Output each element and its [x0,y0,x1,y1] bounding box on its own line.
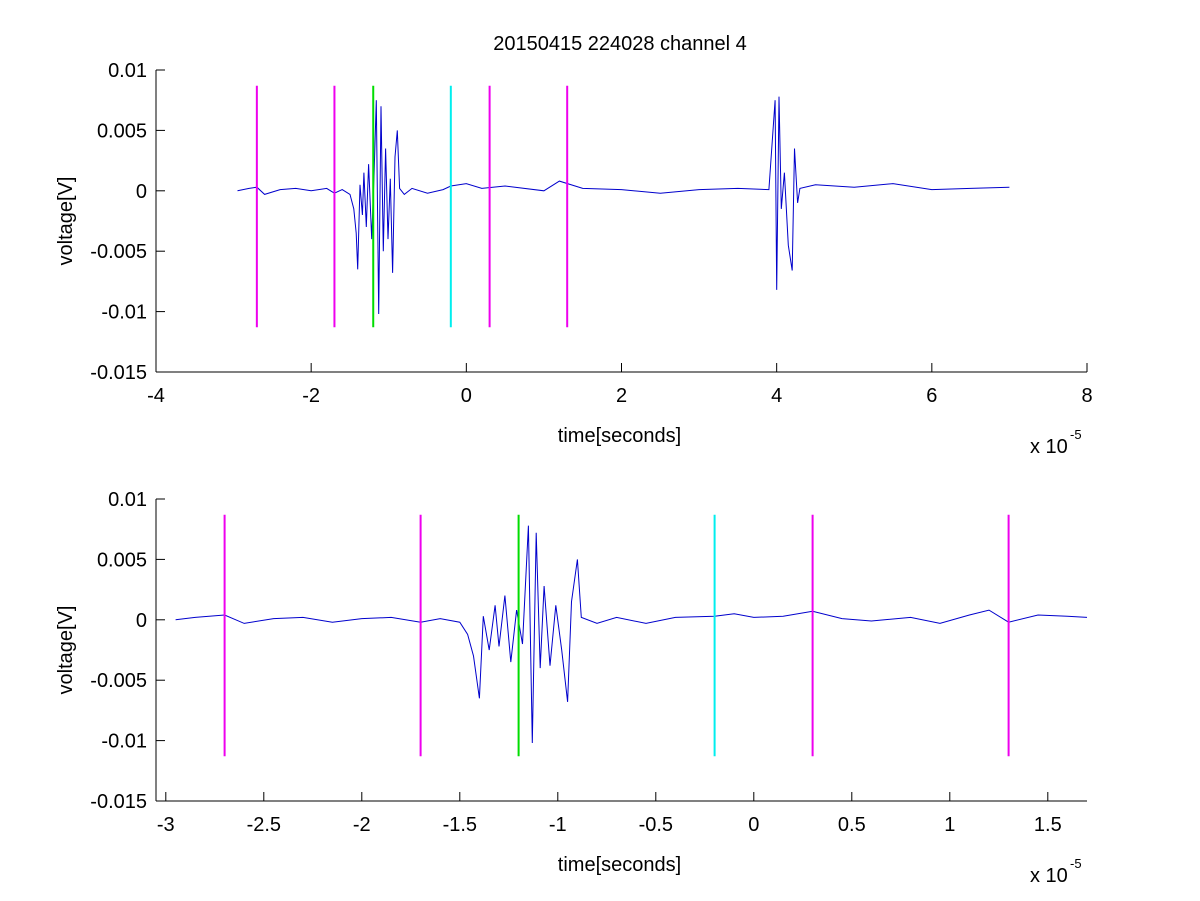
chart-title: 20150415 224028 channel 4 [493,33,747,55]
x-multiplier-exponent: -5 [1070,856,1082,871]
x-tick-label: 1.5 [1034,814,1062,836]
x-tick-label: -1.5 [443,814,477,836]
x-multiplier-label: x 10 [1030,436,1068,458]
signal-trace [237,96,1010,315]
y-tick-label: -0.015 [90,362,147,384]
y-tick-label: 0.005 [97,120,147,142]
x-axis-label: time[seconds] [558,854,681,876]
x-tick-label: -2 [302,385,320,407]
y-tick-label: 0.01 [108,489,147,511]
y-tick-label: -0.005 [90,241,147,263]
y-tick-label: -0.01 [101,302,147,324]
y-tick-label: 0 [136,181,147,203]
y-tick-label: -0.01 [101,731,147,753]
y-axis-label: voltage[V] [55,177,77,266]
x-axis-label: time[seconds] [558,425,681,447]
x-tick-label: -1 [549,814,567,836]
x-tick-label: -3 [157,814,175,836]
x-tick-label: 8 [1081,385,1092,407]
x-tick-label: -0.5 [639,814,673,836]
x-tick-label: 2 [616,385,627,407]
y-tick-label: 0 [136,610,147,632]
x-multiplier-exponent: -5 [1070,427,1082,442]
x-tick-label: -4 [147,385,165,407]
x-tick-label: 0 [461,385,472,407]
x-tick-label: -2 [353,814,371,836]
y-tick-label: -0.005 [90,670,147,692]
signal-trace [175,525,1088,744]
y-tick-label: -0.015 [90,791,147,813]
bottom-plot-axes: -0.015 -0.01 -0.005 0 0.005 0.01 -3 -2.5 -2 -1.5 -… [55,489,1088,887]
x-tick-label: 0 [748,814,759,836]
x-tick-label: -2.5 [247,814,281,836]
top-plot-axes: -0.015 -0.01 -0.005 0 0.005 0.01 -4 -2 0 2 4 6 8 x 10… [55,60,1093,458]
x-tick-label: 4 [771,385,782,407]
y-tick-label: 0.005 [97,549,147,571]
x-tick-label: 0.5 [838,814,866,836]
x-tick-label: 6 [926,385,937,407]
y-axis-label: voltage[V] [55,606,77,695]
y-tick-label: 0.01 [108,60,147,82]
x-tick-label: 1 [944,814,955,836]
x-multiplier-label: x 10 [1030,865,1068,887]
